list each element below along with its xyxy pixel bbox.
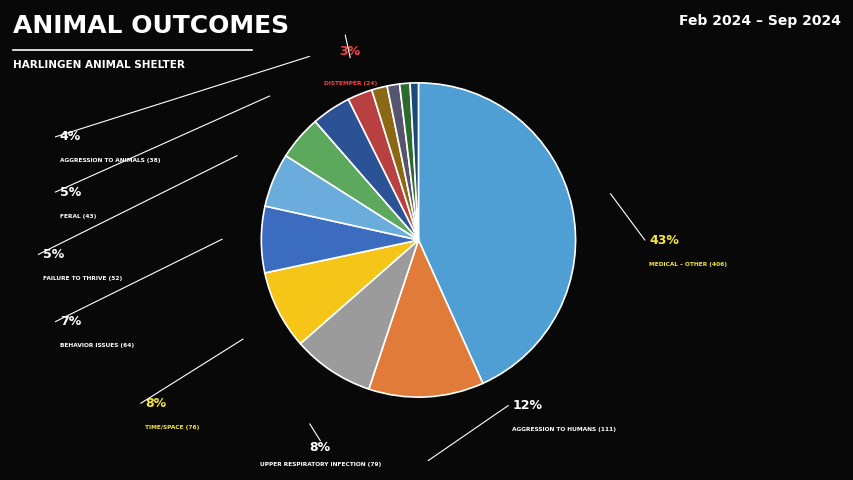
- Text: UPPER RESPIRATORY INFECTION (79): UPPER RESPIRATORY INFECTION (79): [259, 462, 380, 467]
- Text: TIME/SPACE (76): TIME/SPACE (76): [145, 425, 200, 430]
- Wedge shape: [264, 156, 418, 240]
- Wedge shape: [368, 240, 482, 397]
- Text: 8%: 8%: [145, 396, 166, 410]
- Text: Feb 2024 – Sep 2024: Feb 2024 – Sep 2024: [678, 14, 840, 28]
- Text: ANIMAL OUTCOMES: ANIMAL OUTCOMES: [13, 14, 288, 38]
- Wedge shape: [371, 86, 418, 240]
- Text: DISTEMPER (24): DISTEMPER (24): [323, 81, 376, 85]
- Wedge shape: [399, 83, 418, 240]
- Text: 8%: 8%: [310, 441, 330, 454]
- Wedge shape: [264, 240, 418, 344]
- Text: AGGRESSION TO HUMANS (111): AGGRESSION TO HUMANS (111): [512, 427, 616, 432]
- Text: HARLINGEN ANIMAL SHELTER: HARLINGEN ANIMAL SHELTER: [13, 60, 184, 70]
- Text: BEHAVIOR ISSUES (64): BEHAVIOR ISSUES (64): [60, 343, 134, 348]
- Wedge shape: [348, 90, 418, 240]
- Wedge shape: [286, 121, 418, 240]
- Wedge shape: [300, 240, 418, 389]
- Wedge shape: [409, 83, 418, 240]
- Text: MEDICAL – OTHER (406): MEDICAL – OTHER (406): [648, 262, 726, 266]
- Wedge shape: [386, 84, 418, 240]
- Wedge shape: [315, 99, 418, 240]
- Text: 7%: 7%: [60, 315, 81, 328]
- Text: FAILURE TO THRIVE (52): FAILURE TO THRIVE (52): [43, 276, 122, 281]
- Text: 5%: 5%: [60, 185, 81, 199]
- Wedge shape: [418, 83, 575, 384]
- Text: 43%: 43%: [648, 233, 678, 247]
- Text: FERAL (43): FERAL (43): [60, 214, 96, 218]
- Wedge shape: [261, 206, 418, 273]
- Text: 3%: 3%: [339, 45, 360, 58]
- Text: 12%: 12%: [512, 399, 542, 412]
- Text: AGGRESSION TO ANIMALS (38): AGGRESSION TO ANIMALS (38): [60, 158, 160, 163]
- Text: 4%: 4%: [60, 130, 81, 144]
- Text: 5%: 5%: [43, 248, 64, 261]
